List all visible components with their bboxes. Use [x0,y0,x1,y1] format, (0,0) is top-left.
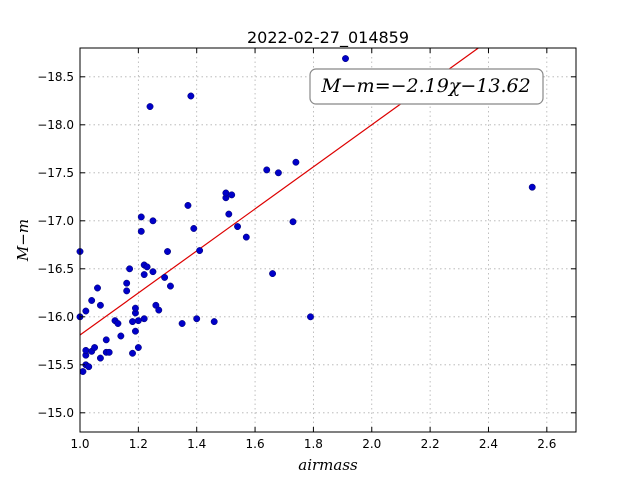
y-tick-label: −18.5 [37,70,74,84]
data-point [292,158,300,166]
data-point [140,271,148,279]
y-tick-label: −17.5 [37,166,74,180]
data-point [123,279,131,287]
data-point [166,282,174,290]
x-tick-label: 2.0 [362,437,381,451]
data-point [184,201,192,209]
data-point [134,344,142,351]
data-point [155,306,163,314]
data-point [94,284,101,292]
data-point [82,307,90,315]
x-tick-label: 1.8 [304,437,323,451]
data-point [137,227,145,235]
x-tick-label: 1.6 [246,437,265,451]
x-tick-label: 1.4 [187,437,206,451]
x-tick-label: 1.0 [70,437,89,451]
data-point [129,318,136,326]
data-points [76,55,536,375]
axis-ticks: 1.0 1.2 1.4 1.6 1.8 2.0 2.2 2.4 2.6 −15.0 −15.5 −16… [37,48,576,451]
data-point [210,318,218,326]
y-axis-label: M−m [14,219,32,262]
data-point [289,218,297,226]
data-point [263,166,271,174]
x-tick-label: 2.6 [537,437,556,451]
data-point [242,233,250,241]
data-point [164,248,171,255]
y-tick-label: −16.5 [37,262,74,276]
data-point [117,332,125,340]
data-point [274,169,282,177]
equation-annotation: M−m=−2.19χ−13.62 [309,68,544,105]
data-point [140,315,148,323]
data-point [228,191,236,199]
data-point [131,327,139,335]
data-point [102,336,110,344]
x-tick-label: 2.2 [421,437,440,451]
data-point [225,210,233,218]
data-point [79,368,87,375]
data-point [342,55,349,63]
data-point [161,273,169,281]
data-point [178,320,186,327]
data-point [269,270,277,278]
x-tick-label: 2.4 [479,437,498,451]
grid-lines [79,48,576,432]
data-point [105,348,113,356]
data-point [88,297,96,304]
data-point [96,301,104,309]
data-point [131,304,139,312]
data-point [193,315,201,323]
annotation-box [309,68,544,105]
annotation-text: M−m=−2.19χ−13.62 [320,75,530,97]
y-tick-label: −16.0 [37,310,74,324]
y-tick-label: −15.5 [37,358,74,372]
data-point [85,363,93,371]
data-point [196,247,204,255]
y-tick-label: −15.0 [37,406,74,420]
x-axis-label: airmass [298,456,358,474]
data-point [82,346,90,354]
data-point [114,320,122,327]
data-point [146,103,154,111]
data-point [190,225,198,232]
data-point [96,354,104,362]
y-tick-label: −18.0 [37,118,74,132]
chart-title: 2022-02-27_014859 [247,28,409,48]
data-point [123,287,131,295]
data-point [528,183,536,191]
data-point [143,263,151,271]
data-point [187,92,195,100]
x-tick-label: 1.2 [129,437,148,451]
data-point [234,223,242,231]
data-point [137,213,145,221]
plot-frame [79,47,577,433]
data-point [149,217,157,225]
data-point [126,265,134,273]
data-point [222,189,230,197]
y-tick-label: −17.0 [37,214,74,228]
data-point [129,349,136,357]
data-point [149,268,157,276]
data-point [307,313,314,321]
data-point [91,344,99,351]
data-point [134,317,142,325]
